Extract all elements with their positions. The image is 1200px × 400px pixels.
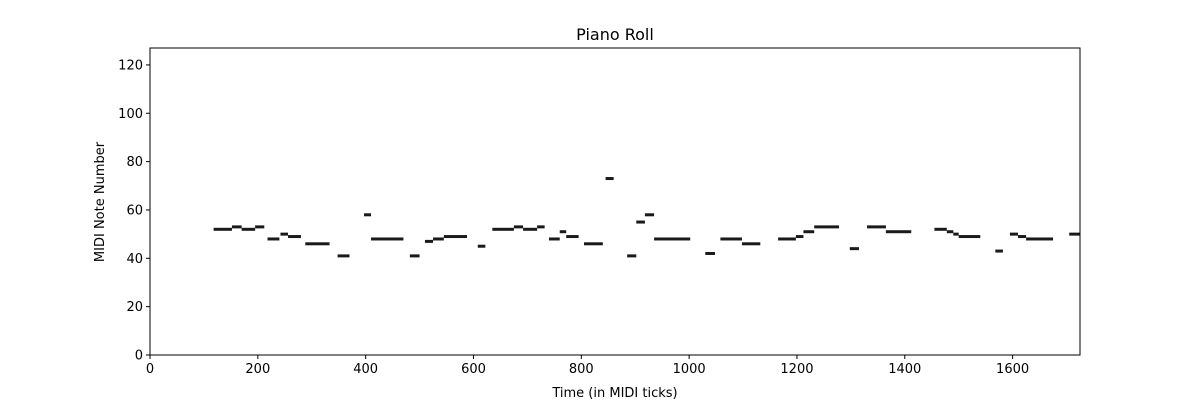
note-bar <box>720 237 742 241</box>
x-axis-label: Time (in MIDI ticks) <box>551 386 677 400</box>
note-bar <box>885 230 912 234</box>
x-tick-label: 800 <box>569 362 594 377</box>
note-bar <box>424 239 434 243</box>
note-bar <box>213 227 232 231</box>
note-bar <box>953 232 959 236</box>
note-bar <box>605 177 614 181</box>
note-bar <box>1009 232 1018 236</box>
x-axis-ticks: 0 200 400 600 800 1000 1200 1400 1600 <box>146 355 1029 377</box>
x-tick-label: 600 <box>461 362 486 377</box>
note-bar <box>867 225 886 229</box>
note-bar <box>280 232 289 236</box>
y-axis-ticks: 0 20 40 60 80 100 120 <box>118 58 150 364</box>
note-bar <box>741 242 761 246</box>
note-bar <box>409 254 420 258</box>
note-bar <box>231 225 242 229</box>
note-bar <box>443 235 468 239</box>
y-tick-label: 0 <box>135 349 143 364</box>
note-bar <box>288 235 301 239</box>
note-bar <box>778 237 796 241</box>
y-tick-label: 60 <box>126 203 143 218</box>
note-bar <box>584 242 603 246</box>
note-bar <box>795 235 804 239</box>
x-tick-label: 0 <box>146 362 154 377</box>
note-bar <box>255 225 265 229</box>
note-bar <box>305 242 330 246</box>
note-bar <box>371 237 404 241</box>
note-bar <box>364 213 372 217</box>
x-tick-label: 1000 <box>673 362 706 377</box>
note-bar <box>241 227 256 231</box>
note-bar <box>934 227 947 231</box>
note-bar <box>654 237 691 241</box>
y-tick-label: 40 <box>126 252 143 267</box>
note-bar <box>559 230 567 234</box>
note-bar <box>267 237 280 241</box>
note-bar <box>337 254 350 258</box>
note-bar <box>548 237 560 241</box>
note-bar <box>1069 232 1080 236</box>
note-bar <box>644 213 655 217</box>
x-tick-label: 1400 <box>888 362 921 377</box>
y-tick-label: 100 <box>118 107 143 122</box>
note-bar <box>477 244 486 248</box>
note-bar <box>566 235 579 239</box>
y-tick-label: 20 <box>126 300 143 315</box>
note-bar <box>705 251 715 255</box>
note-bar <box>803 230 815 234</box>
note-bar <box>958 235 981 239</box>
note-bar <box>513 225 524 229</box>
note-bar <box>995 249 1003 253</box>
note-bar <box>537 225 545 229</box>
note-bar <box>627 254 637 258</box>
note-bar <box>946 230 954 234</box>
note-bar <box>849 247 859 251</box>
notes-layer <box>213 177 1080 258</box>
note-bar <box>1026 237 1054 241</box>
x-tick-label: 1200 <box>780 362 813 377</box>
note-bar <box>1018 235 1027 239</box>
chart-title: Piano Roll <box>576 25 654 44</box>
note-bar <box>492 227 514 231</box>
x-tick-label: 400 <box>353 362 378 377</box>
note-bar <box>814 225 840 229</box>
note-bar <box>523 227 538 231</box>
y-axis-label: MIDI Note Number <box>93 141 108 262</box>
note-bar <box>433 237 444 241</box>
plot-frame <box>149 47 1081 356</box>
y-tick-label: 120 <box>118 58 143 73</box>
x-tick-label: 1600 <box>996 362 1029 377</box>
note-bar <box>636 220 645 224</box>
y-tick-label: 80 <box>126 155 143 170</box>
x-tick-label: 200 <box>245 362 270 377</box>
